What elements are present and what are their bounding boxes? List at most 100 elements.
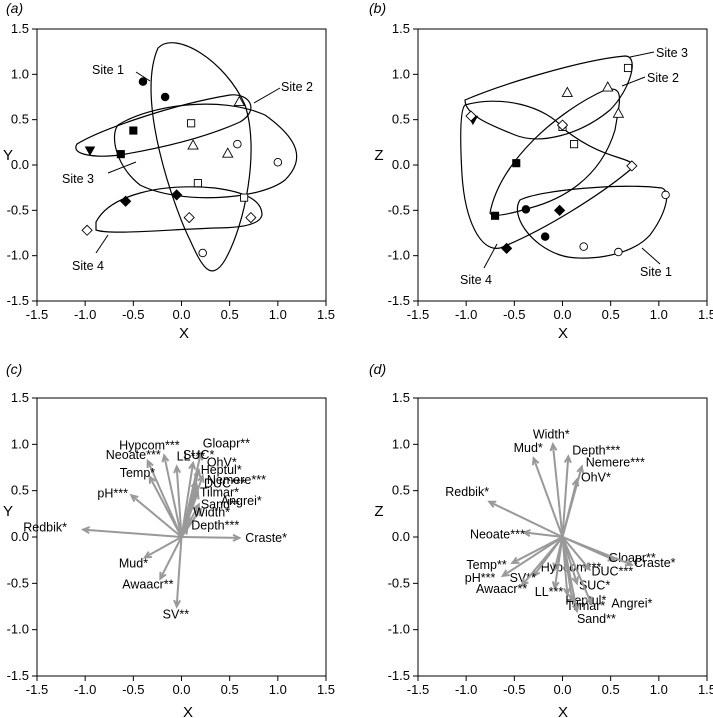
x-tick-label: 0.5 bbox=[602, 307, 620, 322]
site-label: Site 3 bbox=[62, 172, 94, 186]
vector-arrowhead bbox=[197, 473, 205, 483]
site-annotations: Site 1 Site 2 Site 3 Site 4 bbox=[62, 63, 313, 273]
vector-label: Mud* bbox=[514, 441, 543, 455]
panel-label: (d) bbox=[369, 361, 386, 377]
vector-arrow bbox=[523, 531, 563, 538]
x-tick-label: 0.0 bbox=[172, 682, 190, 697]
vector-label: Angrei* bbox=[221, 494, 262, 508]
hull-site-1 bbox=[516, 185, 668, 259]
vector-arrow bbox=[159, 536, 183, 580]
y-tick-label: 1.5 bbox=[11, 390, 29, 405]
data-point bbox=[661, 190, 670, 200]
vector-label: OhV* bbox=[207, 455, 237, 469]
x-tick-label: 0.0 bbox=[553, 682, 571, 697]
data-point bbox=[521, 205, 531, 214]
y-tick-label: -1.0 bbox=[7, 248, 29, 263]
vector-arrowhead bbox=[173, 464, 182, 474]
vector-arrowhead bbox=[183, 514, 191, 524]
vector-arrowhead bbox=[510, 556, 520, 565]
vector-label: Craste* bbox=[634, 556, 676, 570]
vector-arrowhead bbox=[500, 569, 510, 578]
y-tick-label: 1.5 bbox=[392, 21, 410, 36]
vector-label: Heptul* bbox=[201, 463, 242, 477]
vector-arrowhead bbox=[129, 493, 139, 503]
vector-label: Gloapr** bbox=[609, 551, 656, 565]
x-tick-label: 1.5 bbox=[698, 682, 713, 697]
axis-ticks: -1.5-1.5 -1.0 -1.0 -0.5 -0.5 0.0 0.0 0.5 0.5 1.0 1… bbox=[388, 21, 713, 322]
vector-label: Hypcom*** bbox=[119, 438, 180, 452]
site-label: Site 3 bbox=[656, 46, 688, 60]
data-point bbox=[187, 139, 199, 150]
vector-arrow bbox=[521, 536, 564, 586]
vector-label: SV** bbox=[163, 608, 190, 622]
y-tick-label: 1.0 bbox=[392, 436, 410, 451]
vector-label: Temp** bbox=[466, 558, 506, 572]
data-point bbox=[626, 160, 638, 172]
site-label: Site 4 bbox=[460, 273, 492, 287]
x-tick-label: 1.5 bbox=[317, 682, 335, 697]
x-tick-label: 0.5 bbox=[221, 307, 239, 322]
x-tick-label: 1.0 bbox=[650, 682, 668, 697]
data-point bbox=[193, 179, 202, 188]
vector-arrowhead bbox=[146, 458, 154, 469]
x-tick-label: -0.5 bbox=[503, 307, 525, 322]
y-tick-label: -1.5 bbox=[388, 668, 410, 683]
y-tick-label: -1.0 bbox=[388, 248, 410, 263]
vector-arrow bbox=[144, 536, 182, 559]
x-tick-label: -1.0 bbox=[74, 682, 96, 697]
panel-label: (a) bbox=[6, 0, 23, 16]
vector-label: Depth*** bbox=[572, 443, 620, 457]
y-tick-label: 1.5 bbox=[392, 390, 410, 405]
data-point bbox=[245, 211, 257, 224]
vectors: Hypcom*** Gloapr**LL***SUC*OhV*Heptul*DUC… bbox=[23, 437, 287, 622]
vector-arrow bbox=[130, 494, 183, 538]
site-hulls bbox=[75, 42, 298, 272]
x-tick-label: 0.0 bbox=[172, 307, 190, 322]
x-tick-label: 0.0 bbox=[553, 307, 571, 322]
vector-arrowhead bbox=[624, 558, 634, 567]
vector-arrowhead bbox=[562, 587, 571, 597]
vector-arrowhead bbox=[549, 442, 558, 452]
vector-arrowhead bbox=[148, 474, 156, 484]
x-tick-label: 1.0 bbox=[269, 682, 287, 697]
data-point bbox=[81, 224, 93, 236]
x-tick-label: 1.0 bbox=[650, 307, 668, 322]
vector-arrow bbox=[502, 536, 564, 577]
x-axis-label: X bbox=[183, 704, 193, 718]
y-tick-label: 1.0 bbox=[11, 66, 29, 81]
vector-label: Mud* bbox=[119, 556, 148, 570]
y-tick-label: -0.5 bbox=[388, 202, 410, 217]
vector-arrowhead bbox=[576, 464, 585, 474]
vector-arrowhead bbox=[159, 571, 167, 581]
y-axis-label: Y bbox=[3, 147, 13, 164]
vector-arrow bbox=[83, 528, 182, 538]
panel-a: (a) X Y -1.5-1.5 -1.0 -1.0 -0.5 -0.5 0.0 0.0 0.… bbox=[3, 0, 335, 342]
x-axis-label: X bbox=[558, 704, 568, 718]
vector-label: Nemere*** bbox=[586, 456, 645, 470]
vector-label: OhV* bbox=[581, 471, 611, 485]
vector-arrowhead bbox=[551, 580, 560, 591]
vector-label: Gloapr** bbox=[203, 437, 250, 451]
vector-arrow bbox=[562, 536, 633, 566]
vector-arrowhead bbox=[161, 453, 170, 463]
data-point bbox=[138, 77, 148, 86]
vector-arrowhead bbox=[563, 454, 572, 464]
y-tick-label: 0.0 bbox=[392, 157, 410, 172]
data-point bbox=[233, 95, 246, 106]
vector-label: Width* bbox=[193, 506, 230, 520]
y-tick-label: 0.5 bbox=[392, 483, 410, 498]
vector-label: Awaacr** bbox=[476, 582, 527, 596]
vector-label: Neoate*** bbox=[106, 448, 161, 462]
y-tick-label: 0.5 bbox=[11, 483, 29, 498]
vector-arrow bbox=[561, 536, 591, 571]
vector-label: Awaacr** bbox=[122, 578, 173, 592]
y-tick-label: -0.5 bbox=[7, 202, 29, 217]
panel-label: (b) bbox=[369, 0, 386, 16]
data-point bbox=[500, 242, 513, 255]
data-point bbox=[233, 139, 242, 149]
vector-label: LL*** bbox=[535, 585, 564, 599]
y-tick-label: 0.5 bbox=[392, 112, 410, 127]
vector-label: SUC* bbox=[183, 448, 214, 462]
x-tick-label: -1.0 bbox=[455, 307, 477, 322]
y-tick-label: -0.5 bbox=[388, 575, 410, 590]
